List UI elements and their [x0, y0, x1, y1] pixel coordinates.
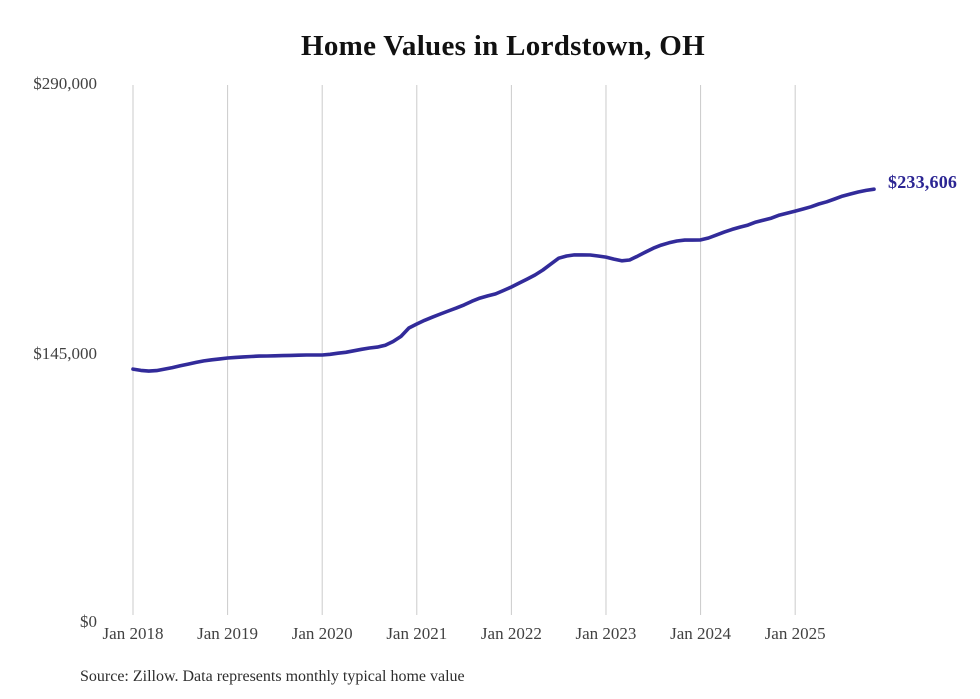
- latest-value-label: $233,606: [888, 172, 958, 192]
- x-tick-label: Jan 2023: [575, 624, 637, 643]
- x-tick-label: Jan 2018: [102, 624, 164, 643]
- x-tick-label: Jan 2020: [291, 624, 353, 643]
- home-value-line: [131, 187, 876, 373]
- x-tick-label: Jan 2024: [670, 624, 732, 643]
- x-tick-label: Jan 2022: [480, 624, 542, 643]
- year-gridlines: [132, 85, 796, 615]
- y-tick-label-145000: $145,000: [33, 344, 97, 363]
- x-tick-label: Jan 2021: [386, 624, 448, 643]
- source-note: Source: Zillow. Data represents monthly …: [80, 668, 465, 685]
- y-tick-label-290000: $290,000: [33, 74, 97, 93]
- x-tick-label: Jan 2025: [764, 624, 826, 643]
- x-tick-label: Jan 2019: [197, 624, 259, 643]
- chart-title: Home Values in Lordstown, OH: [301, 30, 705, 62]
- y-tick-label-0: $0: [80, 612, 97, 631]
